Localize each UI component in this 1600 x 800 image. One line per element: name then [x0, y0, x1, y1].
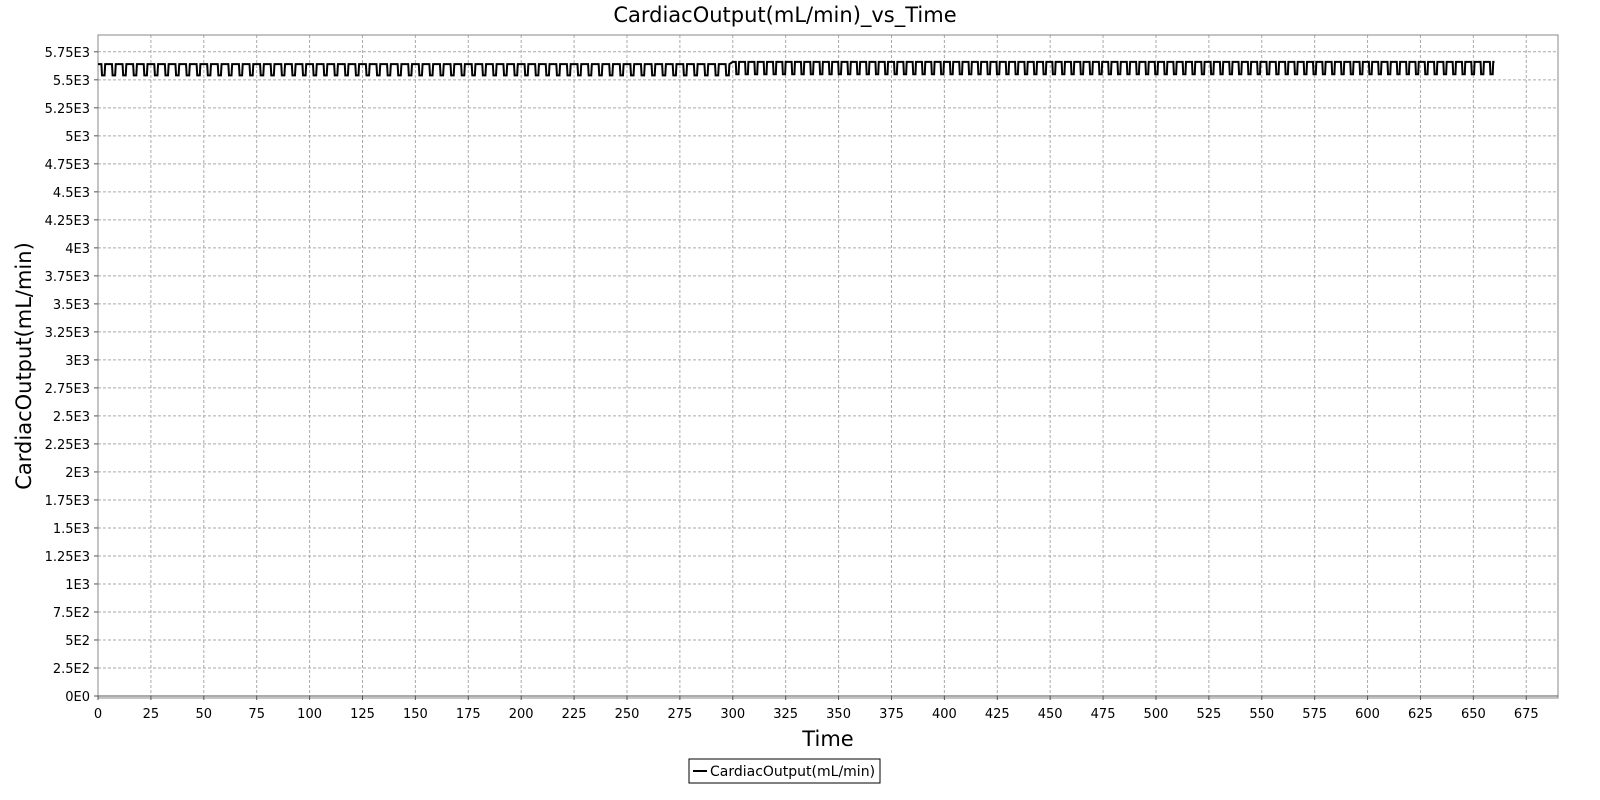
y-tick-label: 2.75E3 [45, 382, 90, 397]
legend: CardiacOutput(mL/min) [688, 758, 881, 784]
y-tick-label: 5E3 [65, 130, 90, 145]
x-tick-label: 675 [1514, 707, 1539, 722]
x-axis-label: Time [801, 727, 853, 751]
x-tick-label: 250 [615, 707, 640, 722]
chart-title: CardiacOutput(mL/min)_vs_Time [613, 3, 956, 28]
x-tick-label: 0 [94, 707, 102, 722]
x-tick-label: 25 [143, 707, 160, 722]
y-tick-label: 2E3 [65, 466, 90, 481]
x-tick-label: 450 [1038, 707, 1063, 722]
x-tick-label: 625 [1408, 707, 1433, 722]
y-tick-label: 1.25E3 [45, 550, 90, 565]
y-axis-ticks: 0E0 2.5E2 5E2 7.5E2 1E3 1.25E3 1.5E3 1.75E3 2E3 2… [45, 46, 98, 705]
x-tick-label: 50 [196, 707, 213, 722]
x-axis-ticks: 0 25 50 75 100 125 150 175 200 225 250 275 300 325 350… [94, 696, 1539, 722]
y-tick-label: 3.5E3 [53, 298, 90, 313]
x-tick-label: 325 [773, 707, 798, 722]
grid [98, 35, 1558, 696]
plot-frame [97, 34, 1559, 699]
y-tick-label: 4.25E3 [45, 214, 90, 229]
x-tick-label: 425 [985, 707, 1010, 722]
x-tick-label: 75 [248, 707, 265, 722]
y-tick-label: 5E2 [65, 634, 90, 649]
x-tick-label: 200 [509, 707, 534, 722]
x-tick-label: 275 [667, 707, 692, 722]
x-tick-label: 300 [720, 707, 745, 722]
x-tick-label: 600 [1355, 707, 1380, 722]
y-tick-label: 3E3 [65, 354, 90, 369]
y-tick-label: 4.5E3 [53, 186, 90, 201]
x-tick-label: 350 [826, 707, 851, 722]
y-tick-label: 4.75E3 [45, 158, 90, 173]
x-tick-label: 500 [1144, 707, 1169, 722]
y-tick-label: 2.5E3 [53, 410, 90, 425]
x-tick-label: 525 [1196, 707, 1221, 722]
y-tick-label: 0E0 [65, 690, 90, 705]
y-tick-label: 3.75E3 [45, 270, 90, 285]
y-axis-label: CardiacOutput(mL/min) [12, 242, 36, 490]
y-tick-label: 1.5E3 [53, 522, 90, 537]
x-tick-label: 100 [297, 707, 322, 722]
y-tick-label: 2.5E2 [53, 662, 90, 677]
x-tick-label: 650 [1461, 707, 1486, 722]
x-tick-label: 375 [879, 707, 904, 722]
legend-label: CardiacOutput(mL/min) [710, 764, 875, 780]
x-tick-label: 575 [1302, 707, 1327, 722]
x-tick-label: 475 [1091, 707, 1116, 722]
x-tick-label: 150 [403, 707, 428, 722]
y-tick-label: 1.75E3 [45, 494, 90, 509]
x-tick-label: 125 [350, 707, 375, 722]
y-tick-label: 1E3 [65, 578, 90, 593]
y-tick-label: 4E3 [65, 242, 90, 257]
y-tick-label: 5.75E3 [45, 46, 90, 61]
y-tick-label: 3.25E3 [45, 326, 90, 341]
x-tick-label: 175 [456, 707, 481, 722]
y-tick-label: 7.5E2 [53, 606, 90, 621]
y-tick-label: 5.25E3 [45, 102, 90, 117]
x-tick-label: 225 [562, 707, 587, 722]
y-tick-label: 5.5E3 [53, 74, 90, 89]
y-tick-label: 2.25E3 [45, 438, 90, 453]
x-tick-label: 400 [932, 707, 957, 722]
x-tick-label: 550 [1249, 707, 1274, 722]
series-layer [98, 60, 1495, 77]
series-line [98, 60, 1495, 77]
legend-box [688, 758, 881, 784]
